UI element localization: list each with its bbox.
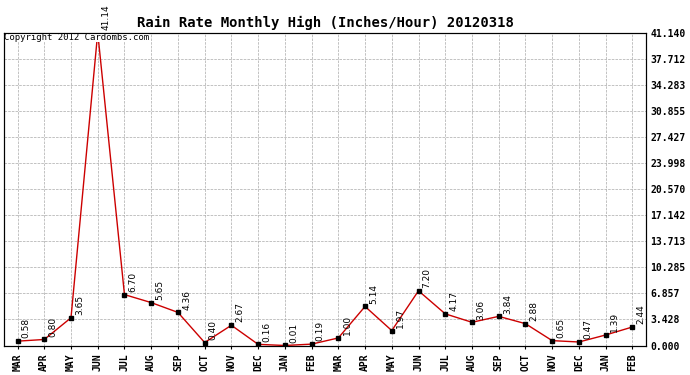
Text: 1.00: 1.00	[342, 315, 351, 335]
Text: 7.20: 7.20	[423, 268, 432, 288]
Text: 5.14: 5.14	[369, 284, 378, 304]
Text: 3.06: 3.06	[476, 299, 485, 320]
Text: 2.67: 2.67	[235, 303, 244, 322]
Text: 1.97: 1.97	[396, 308, 405, 328]
Text: 4.36: 4.36	[182, 290, 191, 310]
Text: 6.70: 6.70	[128, 272, 137, 292]
Text: 3.84: 3.84	[503, 294, 512, 314]
Text: 2.44: 2.44	[636, 304, 646, 324]
Text: 5.65: 5.65	[155, 280, 164, 300]
Text: 0.19: 0.19	[316, 321, 325, 341]
Text: 41.14: 41.14	[102, 4, 111, 30]
Text: 0.16: 0.16	[262, 321, 271, 342]
Text: 4.17: 4.17	[449, 291, 458, 311]
Text: 0.01: 0.01	[289, 322, 298, 343]
Text: 0.80: 0.80	[48, 316, 57, 337]
Text: 2.88: 2.88	[530, 301, 539, 321]
Text: Copyright 2012 Cardombs.com: Copyright 2012 Cardombs.com	[4, 33, 149, 42]
Title: Rain Rate Monthly High (Inches/Hour) 20120318: Rain Rate Monthly High (Inches/Hour) 201…	[137, 16, 513, 30]
Text: 0.58: 0.58	[21, 318, 30, 338]
Text: 3.65: 3.65	[75, 295, 84, 315]
Text: 0.65: 0.65	[556, 318, 565, 338]
Text: 0.40: 0.40	[209, 320, 218, 340]
Text: 1.39: 1.39	[610, 312, 619, 332]
Text: 0.47: 0.47	[583, 319, 592, 339]
